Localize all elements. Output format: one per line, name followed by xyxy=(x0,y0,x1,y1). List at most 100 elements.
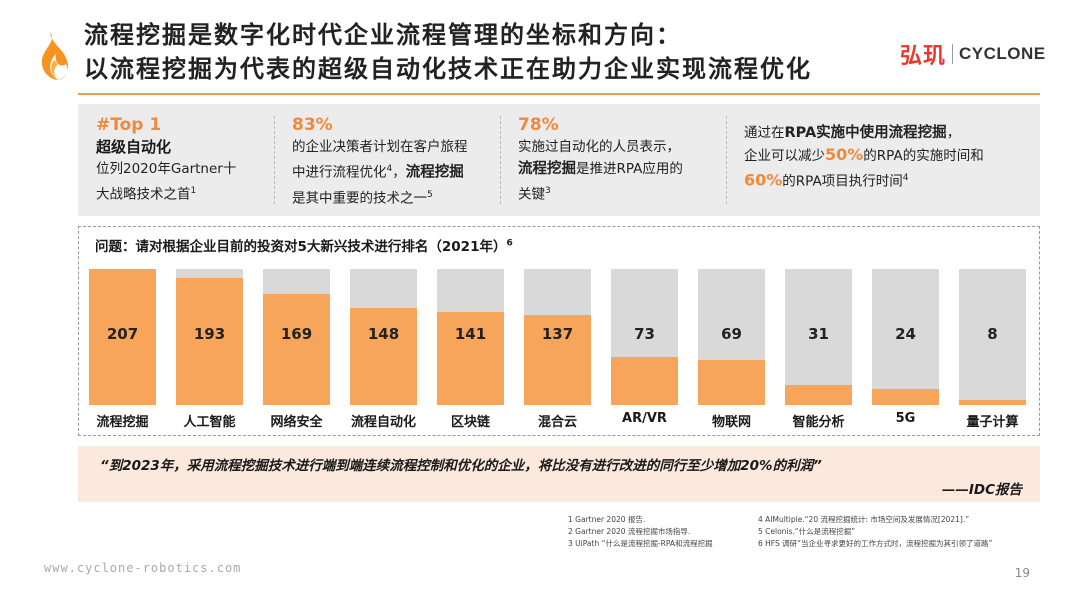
footnote-ref: 5 xyxy=(427,189,433,200)
bar-fill xyxy=(89,269,156,405)
stat-78-bold: 流程挖掘 xyxy=(518,161,576,177)
footnote-ref: 3 xyxy=(545,186,551,196)
stat-78-line3-text: 关键 xyxy=(518,186,545,203)
footer-url: www.cyclone-robotics.com xyxy=(44,561,242,575)
page-title: 流程挖掘是数字化时代企业流程管理的坐标和方向： 以流程挖掘为代表的超级自动化技术… xyxy=(84,18,874,86)
category-label: 流程挖掘 xyxy=(96,415,149,430)
stat-top1: #Top 1 超级自动化 位列2020年Gartner十 大战略技术之首1 xyxy=(78,104,274,216)
stat-top1-line1: 位列2020年Gartner十 xyxy=(96,161,237,177)
bar-value-label: 69 xyxy=(721,325,742,343)
stat-top1-line2-text: 大战略技术之首 xyxy=(96,186,191,203)
bar: 31 xyxy=(785,269,852,405)
bar-fill xyxy=(698,360,765,405)
stat-rpa-line3-text: 的RPA项目执行时间 xyxy=(782,173,903,190)
bar: 207 xyxy=(89,269,156,405)
stat-rpa-line1a: 通过在 xyxy=(744,125,785,141)
reference-item: 1 Gartner 2020 报告. xyxy=(568,515,646,524)
brand-divider xyxy=(952,44,954,64)
stat-83-line3: 是其中重要的技术之一5 xyxy=(292,184,490,210)
bar-value-label: 137 xyxy=(541,325,574,343)
bar-fill xyxy=(872,389,939,405)
stat-rpa-line2a: 企业可以减少 xyxy=(744,148,825,164)
category-label: 物联网 xyxy=(711,415,751,430)
bar-value-label: 8 xyxy=(987,325,998,343)
quote-text: “到2023年，采用流程挖掘技术进行端到端连续流程控制和优化的企业，将比没有进行… xyxy=(100,458,822,474)
reference-item: 3 UiPath “什么是流程挖掘-RPA和流程挖掘 xyxy=(568,539,713,548)
quote-panel: “到2023年，采用流程挖掘技术进行端到端连续流程控制和优化的企业，将比没有进行… xyxy=(78,446,1040,502)
bar-value-label: 31 xyxy=(808,325,829,343)
bar-value-label: 24 xyxy=(895,325,916,343)
stats-panel: #Top 1 超级自动化 位列2020年Gartner十 大战略技术之首1 83… xyxy=(78,104,1040,216)
reference-item: 6 HFS 调研“当企业寻求更好的工作方式时，流程挖掘为其引领了道路” xyxy=(758,539,993,548)
brand-logo: 弘玑 CYCLONE xyxy=(900,38,1046,70)
stat-top1-line2: 大战略技术之首1 xyxy=(96,180,264,206)
category-label: 人工智能 xyxy=(183,415,236,430)
bar-value-label: 207 xyxy=(106,325,139,343)
stat-83-text: 的企业决策者计划在客户旅程 中进行流程优化4，流程挖掘 是其中重要的技术之一5 xyxy=(292,136,490,209)
stat-78-value: 78% xyxy=(518,115,559,135)
stat-rpa-line1b: ， xyxy=(946,125,961,141)
chart-title: 问题：请对根据企业目前的投资对5大新兴技术进行排名（2021年）6 xyxy=(95,235,513,256)
category-label: 混合云 xyxy=(537,415,577,430)
stat-83-line2: 中进行流程优化4，流程挖掘 xyxy=(292,158,490,184)
stat-78: 78% 实施过自动化的人员表示， 流程挖掘是推进RPA应用的 关键3 xyxy=(500,104,726,216)
stat-rpa-text: 通过在RPA实施中使用流程挖掘， 企业可以减少50%的RPA的实施时间和 60%… xyxy=(744,122,1030,193)
category-label: 区块链 xyxy=(450,415,490,430)
footnote-ref: 1 xyxy=(190,186,197,196)
footnote-ref: 4 xyxy=(902,173,909,183)
bar-fill xyxy=(437,312,504,405)
bar: 8 xyxy=(959,269,1026,405)
stat-83-bold: 流程挖掘 xyxy=(405,164,464,181)
stat-rpa-line2: 企业可以减少50%的RPA的实施时间和 xyxy=(744,144,1030,167)
stat-rpa-line3: 60%的RPA项目执行时间4 xyxy=(744,167,1030,193)
header-divider xyxy=(78,93,1040,95)
bar: 137 xyxy=(524,269,591,405)
bar-value-label: 193 xyxy=(193,325,226,343)
title-line-2: 以流程挖掘为代表的超级自动化技术正在助力企业实现流程优化 xyxy=(84,55,812,83)
bar-value-label: 148 xyxy=(367,325,400,343)
category-label: AR/VR xyxy=(622,411,667,426)
bar-fill xyxy=(350,308,417,405)
bar: 169 xyxy=(263,269,330,405)
reference-item: 5 Celonis.“什么是流程挖掘” xyxy=(758,527,856,536)
reference-item: 2 Gartner 2020 流程挖掘市场指导. xyxy=(568,527,691,536)
bar: 69 xyxy=(698,269,765,405)
bar-fill xyxy=(611,357,678,405)
bar: 148 xyxy=(350,269,417,405)
bar-fill xyxy=(176,278,243,405)
stat-83-line2a: 中进行流程优化 xyxy=(292,164,387,181)
stat-83-line3-text: 是其中重要的技术之一 xyxy=(292,190,427,206)
page-number: 19 xyxy=(1014,566,1030,580)
bar: 73 xyxy=(611,269,678,405)
footnote-ref: 6 xyxy=(506,238,513,249)
bar-fill xyxy=(959,400,1026,405)
stat-rpa-line2b: 的RPA的实施时间和 xyxy=(863,148,984,164)
category-label: 网络安全 xyxy=(270,415,323,430)
footnote-ref: 4 xyxy=(386,164,393,174)
category-label: 量子计算 xyxy=(966,415,1019,430)
stat-83: 83% 的企业决策者计划在客户旅程 中进行流程优化4，流程挖掘 是其中重要的技术… xyxy=(274,104,500,216)
bar: 24 xyxy=(872,269,939,405)
stat-78-line2: 流程挖掘是推进RPA应用的 xyxy=(518,158,716,180)
stat-rpa-line1: 通过在RPA实施中使用流程挖掘， xyxy=(744,122,1030,144)
category-label: 智能分析 xyxy=(792,415,845,430)
stat-rpa-pct2: 60% xyxy=(744,170,783,190)
stat-rpa: 通过在RPA实施中使用流程挖掘， 企业可以减少50%的RPA的实施时间和 60%… xyxy=(726,104,1040,216)
ranking-chart: 问题：请对根据企业目前的投资对5大新兴技术进行排名（2021年）6 207 流程挖… xyxy=(78,226,1040,436)
bar-fill xyxy=(785,385,852,405)
brand-name-en: CYCLONE xyxy=(959,44,1046,63)
chart-title-text: 问题：请对根据企业目前的投资对5大新兴技术进行排名（2021年） xyxy=(95,239,507,255)
stat-top1-text: 位列2020年Gartner十 大战略技术之首1 xyxy=(96,158,264,206)
bar: 141 xyxy=(437,269,504,405)
stat-78-text: 实施过自动化的人员表示， 流程挖掘是推进RPA应用的 关键3 xyxy=(518,136,716,206)
reference-item: 4 AIMultiple.“20 流程挖掘统计: 市场空间及发展情况[2021]… xyxy=(758,515,970,524)
stat-83-line1: 的企业决策者计划在客户旅程 xyxy=(292,139,468,155)
stat-78-line2b: 是推进RPA应用的 xyxy=(576,161,683,177)
stat-top1-heading: 超级自动化 xyxy=(96,138,172,156)
stat-83-line2b: ， xyxy=(392,164,406,181)
bar: 193 xyxy=(176,269,243,405)
stat-rpa-bold: RPA实施中使用流程挖掘 xyxy=(784,125,947,141)
quote-source: ——IDC报告 xyxy=(941,482,1022,498)
bar-value-label: 169 xyxy=(280,325,313,343)
category-label: 流程自动化 xyxy=(350,415,416,430)
